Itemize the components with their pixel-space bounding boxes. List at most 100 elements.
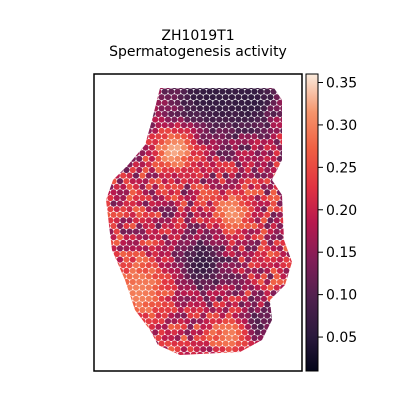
spot [254, 228, 261, 235]
spot [123, 234, 130, 241]
spot [190, 318, 197, 325]
spot [129, 166, 136, 174]
spot [196, 105, 204, 112]
spot [190, 183, 197, 190]
spot [257, 278, 264, 286]
spot [264, 334, 271, 342]
spot [148, 88, 156, 95]
spot [148, 301, 156, 308]
spot [190, 88, 197, 90]
spot [107, 88, 114, 90]
spot [257, 301, 264, 308]
spot [228, 161, 236, 168]
spot [120, 329, 127, 336]
spot [200, 144, 207, 151]
spot [113, 138, 120, 146]
spot [158, 88, 165, 90]
spot [251, 133, 258, 140]
spot [200, 256, 207, 263]
spot [116, 290, 124, 297]
spot [206, 256, 213, 263]
spot [113, 318, 120, 325]
spot [264, 234, 271, 241]
spot [123, 245, 130, 252]
spot [106, 178, 111, 185]
spot [113, 206, 120, 213]
spot [155, 189, 162, 196]
spot [155, 245, 162, 252]
spot [264, 166, 271, 174]
spot [276, 290, 284, 297]
spot [238, 99, 245, 106]
spot [129, 234, 136, 241]
spot [264, 290, 271, 297]
spot [260, 340, 268, 347]
spot [232, 234, 239, 241]
spot [193, 312, 200, 319]
spot [254, 105, 261, 112]
spot [228, 150, 236, 157]
spot [120, 262, 127, 269]
spot [106, 172, 108, 179]
spot [110, 256, 117, 263]
spot [254, 183, 261, 190]
spot [228, 88, 236, 90]
spot [155, 166, 162, 174]
spot [248, 194, 255, 202]
spot [200, 155, 207, 162]
spot [171, 88, 178, 90]
spot [174, 222, 181, 230]
spot [184, 295, 191, 302]
spot [155, 144, 162, 151]
spot [228, 183, 236, 190]
spot [145, 228, 152, 235]
colorbar-tick-label: 0.15 [326, 245, 357, 261]
spot [232, 155, 239, 162]
spot [225, 334, 232, 342]
spot [126, 88, 133, 90]
spot [280, 228, 287, 235]
spot [145, 138, 152, 146]
spot [158, 306, 165, 314]
spot [254, 250, 261, 258]
spot [232, 122, 239, 129]
spot [106, 144, 111, 151]
spot [187, 278, 194, 286]
spot [164, 127, 172, 134]
spot [174, 312, 181, 319]
spot [206, 99, 213, 106]
spot [164, 340, 172, 347]
spot [248, 273, 255, 280]
spot [238, 211, 245, 218]
spot [116, 178, 124, 185]
spot [251, 256, 258, 263]
spot [200, 189, 207, 196]
spot [106, 234, 111, 241]
spot [241, 150, 248, 157]
spot [142, 290, 149, 297]
spot [273, 318, 280, 325]
spot [180, 222, 188, 230]
spot [219, 200, 226, 207]
spot [267, 239, 274, 246]
spot [212, 133, 220, 140]
spot [106, 211, 111, 218]
spot [106, 122, 111, 129]
spot [139, 194, 146, 202]
spot [126, 194, 133, 202]
spot [145, 329, 152, 336]
spot [283, 155, 290, 162]
spot [164, 88, 172, 90]
spot [248, 250, 255, 258]
spot [142, 222, 149, 230]
spot [241, 217, 248, 224]
spot [238, 178, 245, 185]
spot [238, 166, 245, 174]
spot [222, 94, 229, 101]
chart-title: ZH1019T1 [161, 28, 234, 44]
spot [190, 116, 197, 123]
spot [251, 312, 258, 319]
spot [257, 267, 264, 274]
spot [216, 329, 223, 336]
spot [267, 116, 274, 123]
